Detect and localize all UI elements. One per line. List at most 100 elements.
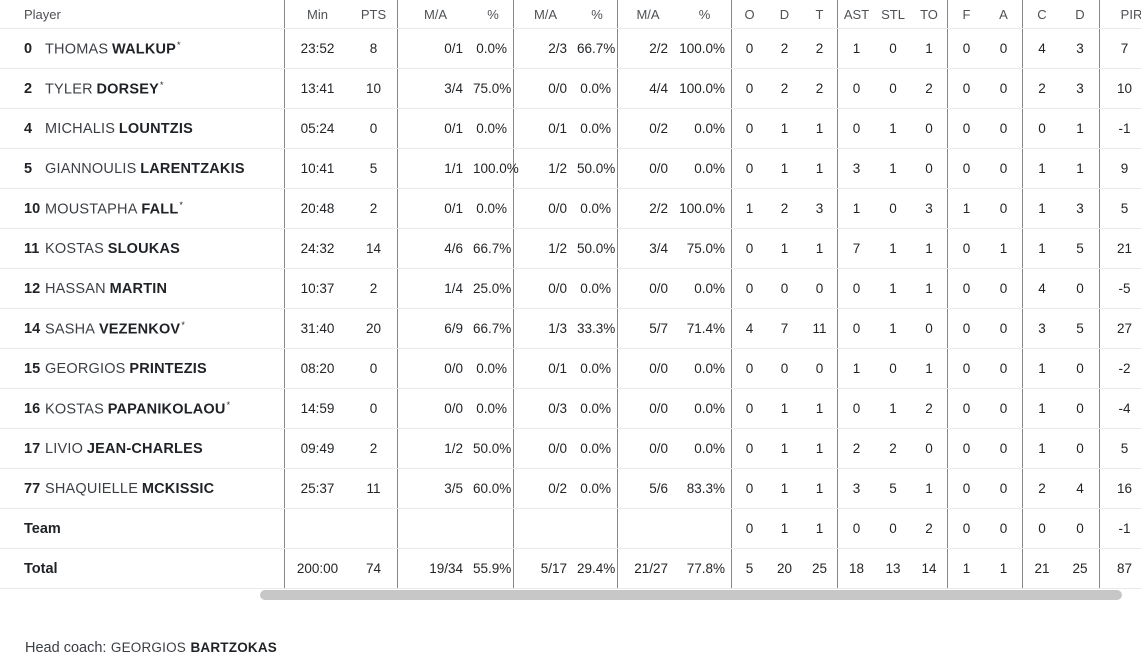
player-first-name: MOUSTAPHA — [45, 201, 138, 218]
stat-cell: 3 — [1061, 28, 1100, 69]
stat-cell: 25.0% — [473, 268, 514, 309]
player-last-name: PRINTEZIS — [129, 360, 207, 377]
stat-cell: 3 — [1061, 188, 1100, 229]
stat-cell: 0 — [1061, 388, 1100, 429]
col-header-d-18: D — [1061, 0, 1100, 29]
stat-cell: 0/1 — [397, 188, 473, 229]
stat-cell: 6/9 — [397, 308, 473, 349]
stat-cell: 0 — [837, 508, 875, 549]
stat-cell: 5 — [1099, 428, 1141, 469]
stat-cell — [473, 508, 514, 549]
table-body: 0 THOMAS WALKUP* 23:52 8 0/1 0.0% 2/3 66.7% 2/2 1… — [0, 28, 1141, 589]
stat-cell: 2 — [911, 68, 948, 109]
stat-cell: 21 — [1022, 548, 1061, 589]
player-first-name: KOSTAS — [45, 240, 104, 257]
stat-cell: 1 — [1022, 428, 1061, 469]
stat-cell: 14:59 — [284, 388, 350, 429]
player-cell[interactable]: 11 KOSTAS SLOUKAS — [0, 228, 285, 269]
row-label: Team — [24, 520, 61, 537]
table-row: 2 TYLER DORSEY* 13:41 10 3/4 75.0% 0/0 0.0% 4/4 1… — [0, 68, 1141, 109]
stat-cell: 2 — [911, 508, 948, 549]
player-last-name: MCKISSIC — [141, 480, 215, 497]
stat-cell: 0 — [731, 268, 767, 309]
stat-cell: 13 — [875, 548, 911, 589]
stat-cell: 2 — [350, 188, 398, 229]
col-header-player: Player — [0, 0, 285, 29]
stat-cell: 0/2 — [513, 468, 577, 509]
player-last-name: WALKUP — [112, 41, 177, 58]
stat-cell: -4 — [1099, 388, 1141, 429]
player-cell[interactable]: 15 GEORGIOS PRINTEZIS — [0, 348, 285, 389]
stat-cell: -2 — [1099, 348, 1141, 389]
stat-cell: 3 — [1022, 308, 1061, 349]
stat-cell: 1 — [911, 28, 948, 69]
stat-cell: 2 — [1022, 68, 1061, 109]
stat-cell: 3/5 — [397, 468, 473, 509]
stat-cell: 0 — [767, 268, 802, 309]
stat-cell: 2 — [911, 388, 948, 429]
stat-cell: 0/1 — [397, 108, 473, 149]
stat-cell: 10:41 — [284, 148, 350, 189]
stat-cell: 5 — [875, 468, 911, 509]
stat-cell: 5/7 — [617, 308, 678, 349]
stat-cell: 1 — [1061, 108, 1100, 149]
player-cell[interactable]: 0 THOMAS WALKUP* — [0, 28, 285, 69]
stat-cell: 0 — [947, 308, 985, 349]
stat-cell: 4 — [1061, 468, 1100, 509]
col-header-c-17: C — [1022, 0, 1061, 29]
starter-mark: * — [177, 39, 181, 50]
stat-cell: 1 — [947, 548, 985, 589]
stat-cell: 0 — [947, 28, 985, 69]
stat-cell: 0 — [875, 28, 911, 69]
stat-cell: 2/3 — [513, 28, 577, 69]
player-cell[interactable]: 5 GIANNOULIS LARENTZAKIS — [0, 148, 285, 189]
horizontal-scrollbar-thumb[interactable] — [260, 590, 1122, 600]
player-cell[interactable]: 16 KOSTAS PAPANIKOLAOU* — [0, 388, 285, 429]
col-header-f-15: F — [947, 0, 985, 29]
player-cell[interactable]: 2 TYLER DORSEY* — [0, 68, 285, 109]
stat-cell: 1 — [1022, 188, 1061, 229]
stat-cell: 0 — [837, 108, 875, 149]
stat-cell: 50.0% — [577, 148, 618, 189]
stat-cell: 0/3 — [513, 388, 577, 429]
player-cell[interactable]: 17 LIVIO JEAN-CHARLES — [0, 428, 285, 469]
stat-cell: 1/2 — [513, 228, 577, 269]
table-row: 4 MICHALIS LOUNTZIS 05:24 0 0/1 0.0% 0/1 0.0% 0/… — [0, 108, 1141, 149]
stat-cell: 10 — [1099, 68, 1141, 109]
jersey-number: 5 — [24, 160, 33, 177]
stat-cell: 0 — [985, 28, 1023, 69]
stat-cell: 7 — [767, 308, 802, 349]
stat-cell: 20:48 — [284, 188, 350, 229]
stat-cell: 1 — [802, 388, 838, 429]
stat-cell: 0.0% — [577, 68, 618, 109]
head-coach-last-name: BARTZOKAS — [190, 640, 277, 655]
stat-cell: 0.0% — [473, 188, 514, 229]
stat-cell: 0 — [985, 268, 1023, 309]
stat-cell: 20 — [767, 548, 802, 589]
player-cell[interactable]: 4 MICHALIS LOUNTZIS — [0, 108, 285, 149]
player-cell[interactable]: 12 HASSAN MARTIN — [0, 268, 285, 309]
player-cell[interactable]: 14 SASHA VEZENKOV* — [0, 308, 285, 349]
stat-cell: 0.0% — [473, 108, 514, 149]
stat-cell: 0.0% — [473, 348, 514, 389]
stat-cell: 1 — [767, 388, 802, 429]
stat-cell: 0/0 — [513, 68, 577, 109]
stat-cell: 0 — [985, 348, 1023, 389]
stat-cell: 1 — [767, 108, 802, 149]
stat-cell: 3/4 — [397, 68, 473, 109]
player-cell[interactable]: 77 SHAQUIELLE MCKISSIC — [0, 468, 285, 509]
stat-cell — [577, 508, 618, 549]
stat-cell: 100.0% — [678, 68, 732, 109]
stat-cell: 0/0 — [513, 268, 577, 309]
stat-cell: 5 — [1061, 308, 1100, 349]
stat-cell: 1 — [837, 188, 875, 229]
col-header-a-16: A — [985, 0, 1023, 29]
stat-cell: 19/34 — [397, 548, 473, 589]
stat-cell: 0/0 — [617, 428, 678, 469]
stat-cell — [678, 508, 732, 549]
stat-cell: 5 — [1099, 188, 1141, 229]
head-coach-first-name: GEORGIOS — [110, 640, 186, 655]
player-cell[interactable]: 10 MOUSTAPHA FALL* — [0, 188, 285, 229]
stat-cell: 0/0 — [397, 348, 473, 389]
stat-cell: 8 — [350, 28, 398, 69]
